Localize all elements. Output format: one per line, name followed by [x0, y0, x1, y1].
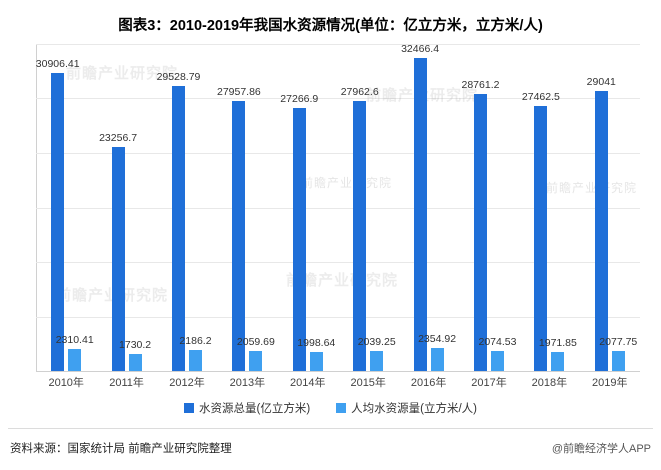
- bar-percapita[interactable]: 1998.64: [297, 337, 335, 371]
- bar-value-label: 1998.64: [297, 337, 336, 349]
- x-tick-label: 2012年: [169, 377, 205, 389]
- gridline: [36, 153, 640, 154]
- bar-group: 27462.5 1971.85: [519, 43, 579, 371]
- bar-value-label: 2059.69: [236, 336, 275, 348]
- bar-percapita[interactable]: 2074.53: [479, 336, 516, 371]
- bar-value-label: 1971.85: [538, 337, 577, 349]
- bar-percapita[interactable]: 2077.75: [599, 336, 637, 371]
- chart-title: 图表3：2010-2019年我国水资源情况(单位：亿立方米，立方米/人): [118, 18, 543, 34]
- x-tick-label: 2011年: [109, 377, 144, 389]
- bar-percapita[interactable]: 2059.69: [237, 336, 275, 371]
- bar-value-label: 1730.2: [119, 339, 152, 351]
- bar-group: 28761.2 2074.53: [459, 43, 519, 371]
- bar-total[interactable]: 27266.9: [280, 93, 318, 371]
- bar-percapita[interactable]: 2186.2: [179, 335, 212, 371]
- legend-swatch-icon: [336, 403, 347, 413]
- bar-total[interactable]: 29041: [587, 76, 616, 371]
- gridline: [36, 317, 640, 318]
- bar-value-label: 2039.25: [357, 336, 396, 348]
- bar-total[interactable]: 23256.7: [99, 132, 137, 371]
- x-tick-label: 2019年: [592, 377, 628, 389]
- gridline: [36, 262, 640, 263]
- bar-percapita[interactable]: 1730.2: [119, 339, 151, 371]
- bar-value-label: 23256.7: [99, 132, 138, 144]
- x-tick-label: 2017年: [471, 377, 507, 389]
- gridline: [36, 208, 640, 209]
- bar-percapita[interactable]: 2039.25: [358, 336, 396, 371]
- bar-value-label: 27462.5: [521, 91, 560, 103]
- bar-value-label: 28761.2: [461, 79, 500, 91]
- x-tick-label: 2016年: [410, 377, 447, 389]
- bar-value-label: 27962.6: [340, 86, 379, 98]
- bar-group: 30906.41 2310.41: [36, 43, 96, 371]
- bar-value-label: 2186.2: [179, 335, 212, 347]
- bar-group: 29528.79 2186.2: [157, 43, 217, 371]
- bar-total[interactable]: 27957.86: [217, 86, 261, 371]
- bar-total[interactable]: 27462.5: [522, 91, 560, 371]
- x-tick-label: 2014年: [290, 377, 326, 389]
- bar-value-label: 30906.41: [35, 58, 80, 70]
- bar-group: 27957.86 2059.69: [217, 43, 277, 371]
- bar-value-label: 2310.41: [55, 334, 94, 346]
- bar-value-label: 29528.79: [156, 71, 201, 83]
- source-note: 资料来源：国家统计局 前瞻产业研究院整理: [10, 443, 232, 455]
- bar-value-label: 2354.92: [418, 333, 457, 345]
- footer-divider: [8, 428, 653, 429]
- x-tick-labels: 2010年 2011年 2012年 2013年 2014年 2015年 2016年 2017年…: [36, 374, 640, 392]
- brand-label: @前瞻经济学人APP: [551, 443, 651, 455]
- legend-swatch-icon: [183, 403, 194, 413]
- bar-value-label: 2074.53: [478, 336, 517, 348]
- gridline: [36, 98, 640, 99]
- bar-value-label: 29041: [586, 76, 616, 88]
- bar-percapita[interactable]: 1971.85: [539, 337, 577, 371]
- plot-area: 前瞻产业研究院 前瞻产业研究院 前瞻产业研究院 前瞻产业研究院 前瞻产业研究院 …: [36, 43, 640, 372]
- legend-label: 水资源总量(亿立方米): [198, 403, 311, 415]
- bar-percapita[interactable]: 2310.41: [56, 334, 94, 371]
- bar-value-label: 27957.86: [216, 86, 261, 98]
- bar-total[interactable]: 32466.4: [401, 43, 439, 371]
- legend: 水资源总量(亿立方米) 人均水资源量(立方米/人): [0, 400, 661, 416]
- legend-item[interactable]: 人均水资源量(立方米/人): [336, 400, 477, 416]
- bar-group: 27266.9 1998.64: [278, 43, 338, 371]
- bar-group: 32466.4 2354.92: [398, 43, 458, 371]
- x-tick-label: 2018年: [531, 377, 568, 389]
- legend-label: 人均水资源量(立方米/人): [351, 403, 478, 415]
- gridline: [36, 44, 640, 45]
- bar-group: 27962.6 2039.25: [338, 43, 398, 371]
- bar-group: 29041 2077.75: [580, 43, 640, 371]
- bar-value-label: 2077.75: [599, 336, 638, 348]
- x-tick-label: 2015年: [350, 377, 386, 389]
- bar-total[interactable]: 29528.79: [157, 71, 200, 371]
- bar-percapita[interactable]: 2354.92: [418, 333, 456, 371]
- bar-group: 23256.7 1730.2: [96, 43, 156, 371]
- x-tick-label: 2013年: [229, 377, 266, 389]
- legend-item[interactable]: 水资源总量(亿立方米): [183, 400, 311, 416]
- bar-total[interactable]: 27962.6: [341, 86, 379, 371]
- bar-value-label: 27266.9: [280, 93, 319, 105]
- x-axis: [36, 371, 640, 372]
- bar-total[interactable]: 28761.2: [462, 79, 499, 371]
- bar-value-label: 32466.4: [401, 43, 440, 55]
- x-tick-label: 2010年: [48, 377, 84, 389]
- bar-total[interactable]: 30906.41: [36, 58, 80, 371]
